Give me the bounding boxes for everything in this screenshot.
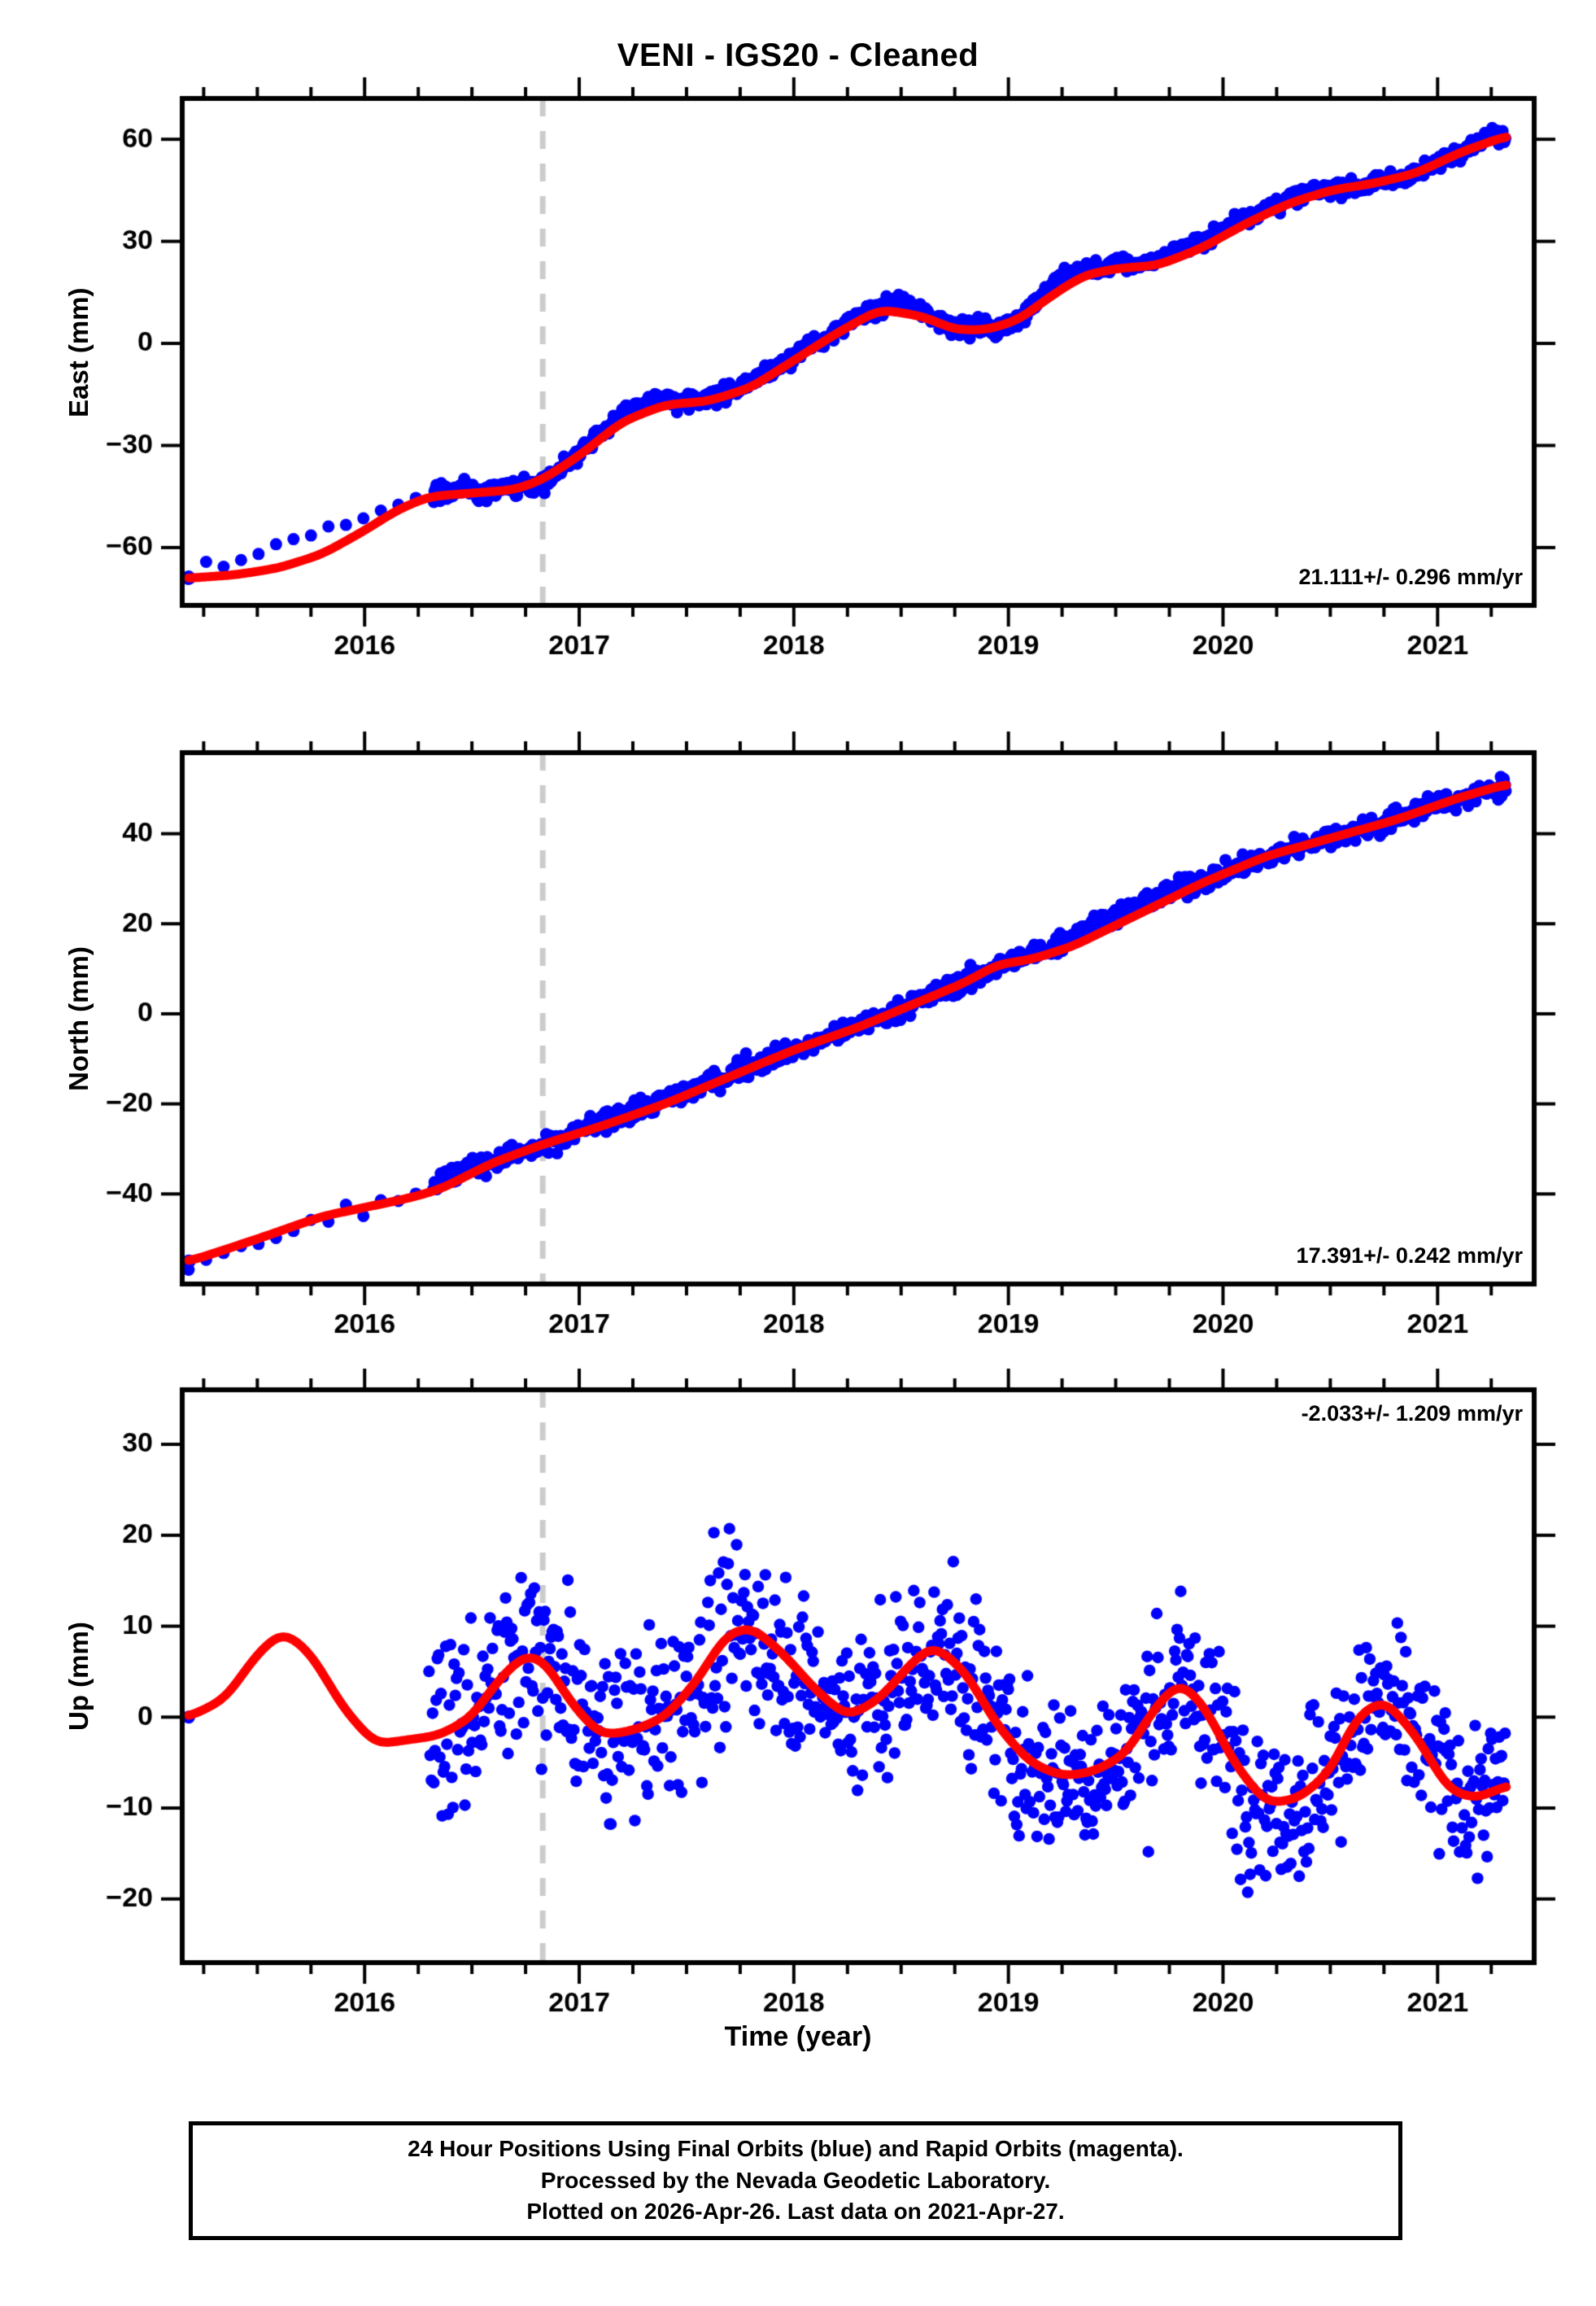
east-axis-label: East (mm) — [63, 286, 94, 417]
caption-line-processor: Processed by the Nevada Geodetic Laborat… — [540, 2167, 1051, 2193]
north-axis-label: North (mm) — [63, 946, 94, 1091]
figure-caption-box: 24 Hour Positions Using Final Orbits (bl… — [189, 2121, 1402, 2240]
north-rate-annotation: 17.391+/- 0.242 mm/yr — [1296, 1243, 1523, 1268]
page-title: VENI - IGS20 - Cleaned — [617, 37, 979, 73]
caption-line-orbits: 24 Hour Positions Using Final Orbits (bl… — [408, 2136, 1184, 2162]
up-rate-annotation: -2.033+/- 1.209 mm/yr — [1301, 1401, 1523, 1426]
up-axis-label: Up (mm) — [63, 1622, 94, 1731]
east-rate-annotation: 21.111+/- 0.296 mm/yr — [1298, 565, 1523, 589]
caption-line-dates: Plotted on 2026-Apr-26. Last data on 202… — [526, 2199, 1065, 2225]
x-axis-label: Time (year) — [724, 2021, 872, 2052]
